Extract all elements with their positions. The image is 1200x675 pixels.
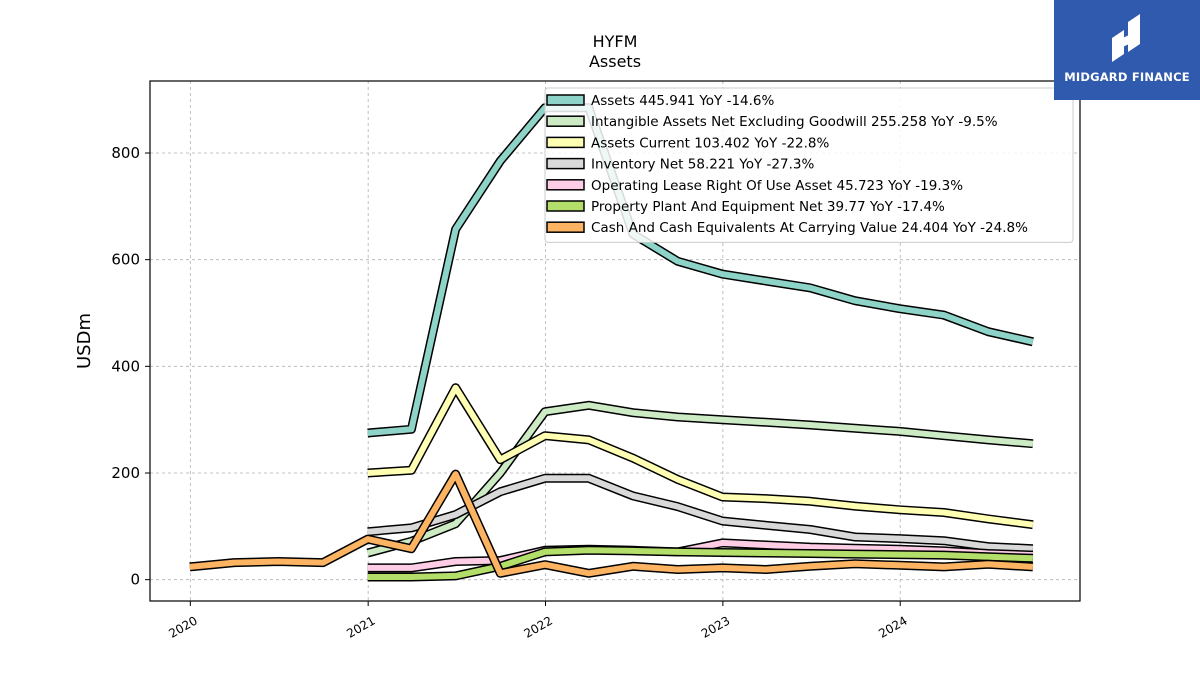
legend-item: Assets Current 103.402 YoY -22.8% bbox=[546, 135, 830, 151]
legend-swatch bbox=[546, 115, 585, 127]
y-tick-label: 0 bbox=[130, 571, 140, 589]
y-tick-label: 400 bbox=[111, 357, 140, 375]
series-0 bbox=[367, 103, 1034, 438]
series-line bbox=[367, 104, 1034, 436]
x-tick-label: 2024 bbox=[876, 613, 909, 640]
legend-label: Inventory Net 58.221 YoY -27.3% bbox=[591, 157, 814, 173]
series-line bbox=[367, 475, 1034, 552]
legend-label: Intangible Assets Net Excluding Goodwill… bbox=[591, 114, 998, 130]
series-2 bbox=[367, 383, 1034, 530]
legend-item: Operating Lease Right Of Use Asset 45.72… bbox=[546, 178, 963, 194]
series-line bbox=[367, 539, 1034, 571]
series-line bbox=[189, 471, 1034, 577]
legend-item: Assets 445.941 YoY -14.6% bbox=[546, 93, 775, 109]
x-tick-label: 2023 bbox=[699, 613, 732, 640]
series-5 bbox=[367, 545, 1034, 582]
brand-name: MIDGARD FINANCE bbox=[1064, 70, 1190, 84]
series-line-outline bbox=[366, 400, 1034, 558]
legend-swatch bbox=[546, 200, 585, 212]
series-1 bbox=[366, 400, 1034, 558]
series-3 bbox=[367, 473, 1034, 554]
y-tick-label: 800 bbox=[111, 144, 140, 162]
y-tick-label: 600 bbox=[111, 251, 140, 269]
legend-swatch bbox=[546, 157, 585, 170]
plot-frame bbox=[149, 80, 1081, 602]
y-axis-label: USDm bbox=[74, 313, 95, 369]
legend-swatch bbox=[546, 221, 585, 233]
legend-label: Cash And Cash Equivalents At Carrying Va… bbox=[591, 220, 1028, 236]
legend: Assets 445.941 YoY -14.6% Intangible Asse… bbox=[544, 87, 1074, 243]
legend-label: Operating Lease Right Of Use Asset 45.72… bbox=[591, 178, 963, 194]
brand-logo: MIDGARD FINANCE bbox=[1054, 0, 1200, 100]
brand-mark-icon bbox=[1112, 14, 1140, 62]
series-line bbox=[367, 547, 1034, 580]
legend-label: Property Plant And Equipment Net 39.77 Y… bbox=[591, 199, 945, 215]
chart-subtitle: Assets bbox=[588, 52, 642, 71]
x-tick-label: 2021 bbox=[344, 613, 377, 640]
series-line bbox=[366, 402, 1034, 556]
legend-swatch bbox=[546, 136, 585, 149]
legend-item: Intangible Assets Net Excluding Goodwill… bbox=[546, 114, 998, 130]
legend-swatch bbox=[546, 179, 585, 191]
legend-label: Assets Current 103.402 YoY -22.8% bbox=[591, 135, 830, 151]
chart-title: HYFM bbox=[592, 32, 638, 51]
legend-swatch bbox=[546, 94, 585, 106]
x-tick-label: 2022 bbox=[522, 613, 555, 640]
legend-item: Cash And Cash Equivalents At Carrying Va… bbox=[546, 220, 1028, 236]
legend-box bbox=[544, 87, 1074, 243]
legend-item: Inventory Net 58.221 YoY -27.3% bbox=[546, 157, 814, 173]
legend-label: Assets 445.941 YoY -14.6% bbox=[591, 93, 775, 109]
series-4 bbox=[367, 538, 1034, 573]
series-lines bbox=[189, 103, 1034, 582]
y-tick-label: 200 bbox=[111, 464, 140, 482]
x-tick-label: 2020 bbox=[166, 613, 199, 640]
series-line bbox=[367, 384, 1034, 528]
series-6 bbox=[189, 469, 1034, 578]
legend-item: Property Plant And Equipment Net 39.77 Y… bbox=[546, 199, 945, 215]
